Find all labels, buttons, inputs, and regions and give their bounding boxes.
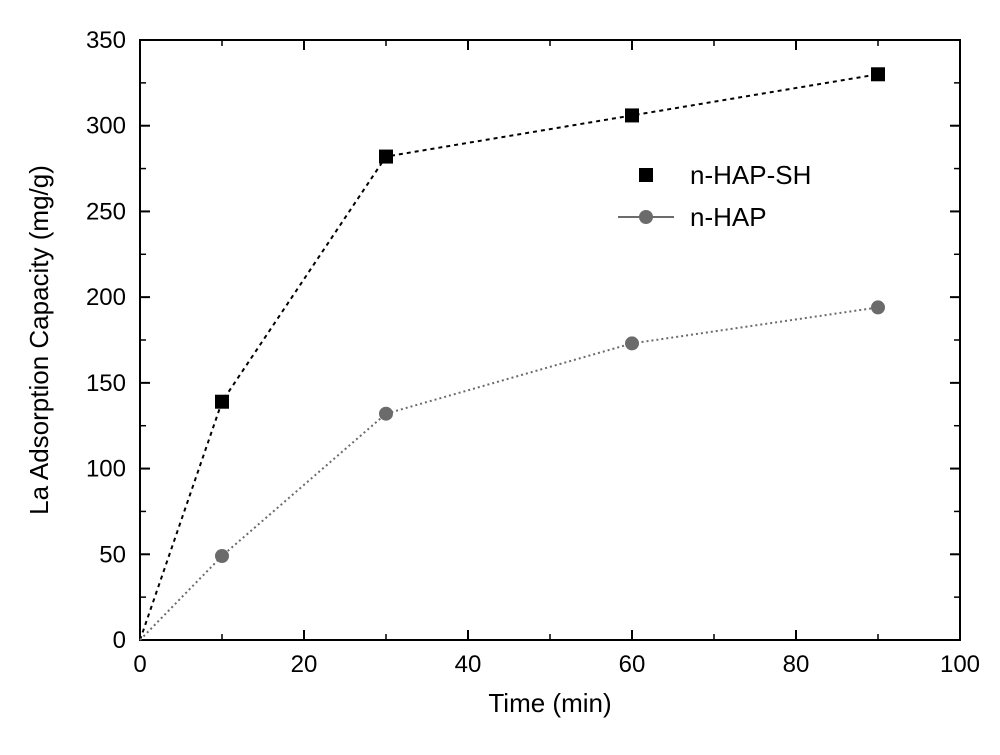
marker-square: [625, 108, 639, 122]
x-tick-label: 20: [291, 651, 318, 678]
y-tick-label: 250: [86, 198, 126, 225]
x-tick-label: 60: [619, 651, 646, 678]
y-axis-label: La Adsorption Capacity (mg/g): [24, 165, 54, 515]
x-tick-label: 80: [783, 651, 810, 678]
x-tick-label: 100: [940, 651, 980, 678]
marker-square: [871, 67, 885, 81]
x-tick-label: 40: [455, 651, 482, 678]
y-tick-label: 50: [99, 541, 126, 568]
marker-circle: [871, 300, 885, 314]
y-tick-label: 200: [86, 284, 126, 311]
chart-svg: 0 20 40 60 80 100 0 50 100 150 200 250 300 350 Time (m…: [0, 0, 1000, 755]
marker-circle: [625, 336, 639, 350]
legend-label: n-HAP: [690, 202, 767, 232]
marker-circle: [215, 549, 229, 563]
y-tick-label: 300: [86, 113, 126, 140]
legend-marker-square: [639, 168, 653, 182]
marker-square: [215, 395, 229, 409]
legend-marker-circle: [639, 210, 653, 224]
x-axis-label: Time (min): [488, 688, 611, 718]
y-tick-label: 100: [86, 456, 126, 483]
legend-label: n-HAP-SH: [690, 160, 811, 190]
y-tick-label: 350: [86, 27, 126, 54]
y-tick-label: 0: [113, 627, 126, 654]
marker-circle: [379, 407, 393, 421]
y-tick-label: 150: [86, 370, 126, 397]
x-tick-label: 0: [133, 651, 146, 678]
adsorption-chart: 0 20 40 60 80 100 0 50 100 150 200 250 300 350 Time (m…: [0, 0, 1000, 755]
marker-square: [379, 150, 393, 164]
